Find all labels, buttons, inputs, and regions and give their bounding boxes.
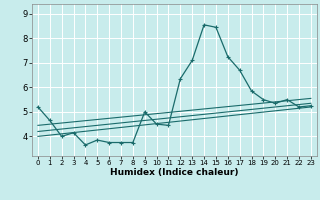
X-axis label: Humidex (Indice chaleur): Humidex (Indice chaleur) (110, 168, 239, 177)
